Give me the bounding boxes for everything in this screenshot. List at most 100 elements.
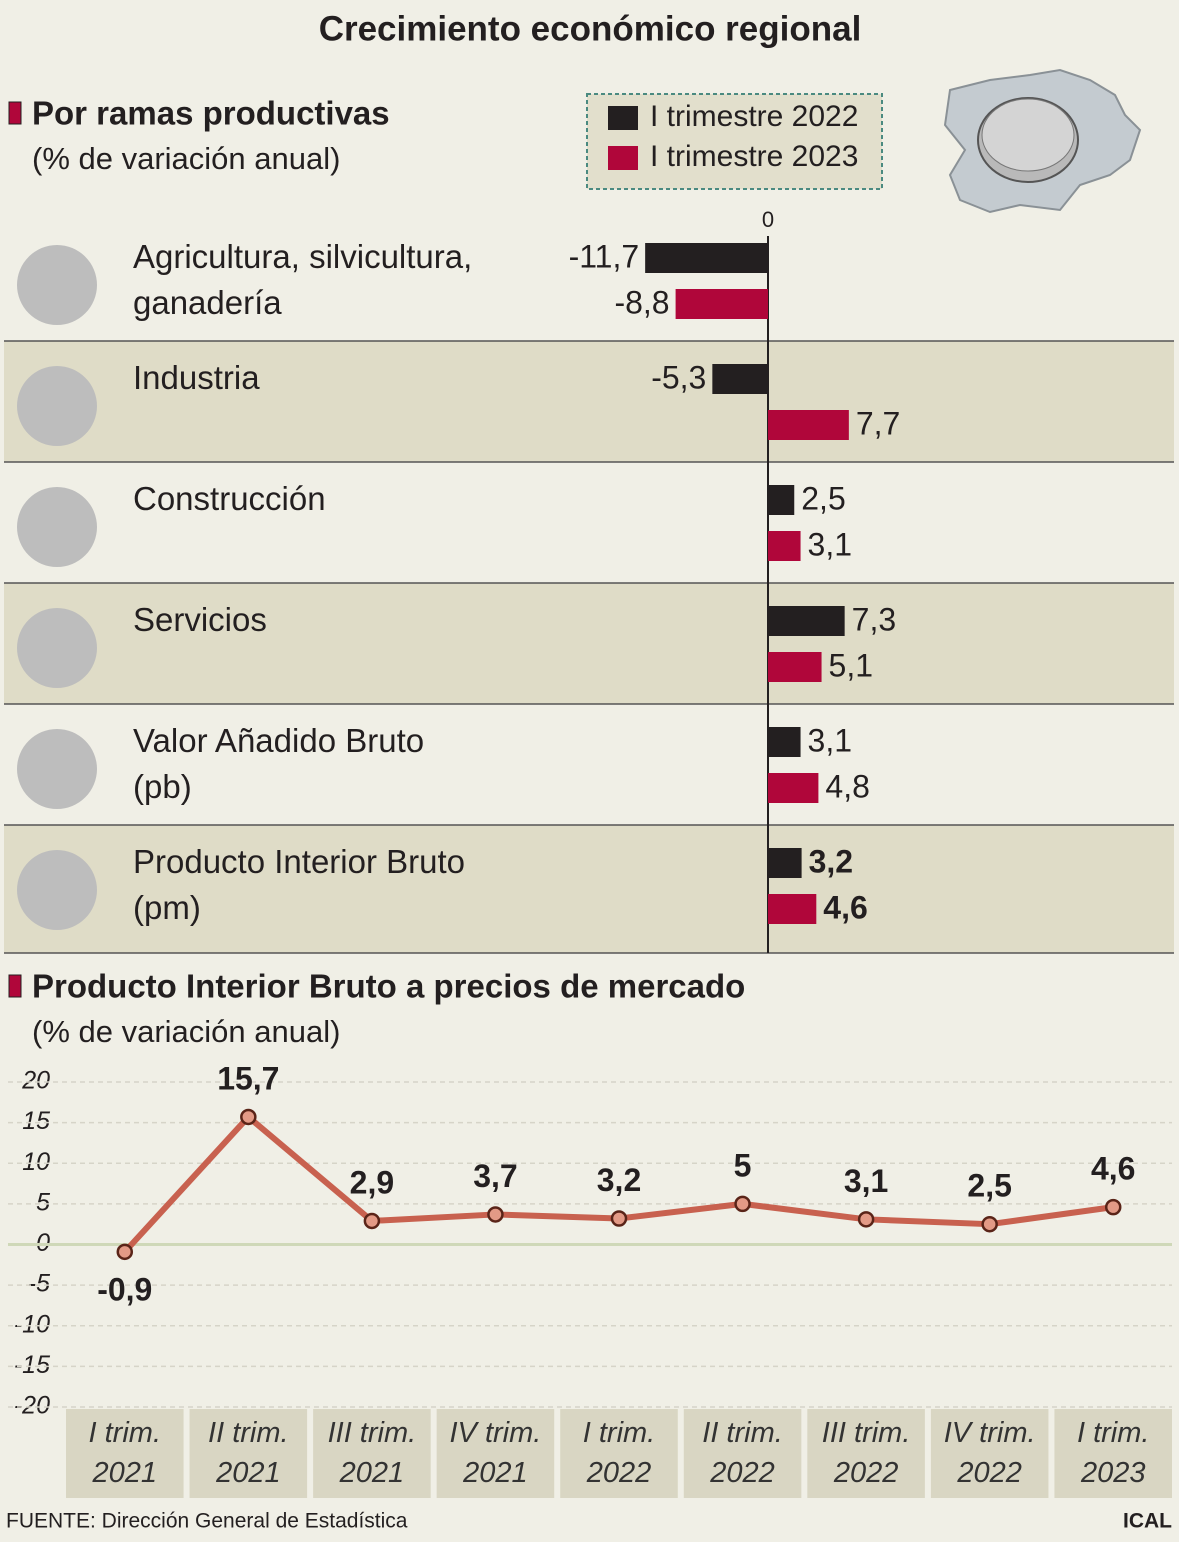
row-band <box>4 583 1174 704</box>
value-label: 2,5 <box>967 1168 1011 1204</box>
bar <box>768 531 801 561</box>
value-label: -11,7 <box>569 238 640 274</box>
legend-swatch <box>608 146 638 170</box>
bar <box>768 773 819 803</box>
value-label: 3,7 <box>473 1158 517 1194</box>
category-label: Agricultura, silvicultura, ganadería <box>133 238 473 321</box>
y-tick-label: -15 <box>14 1351 50 1379</box>
category-label: Producto Interior Bruto (pm) <box>133 843 465 926</box>
point <box>857 1211 875 1228</box>
point <box>981 1215 998 1233</box>
category-cell <box>189 1409 308 1498</box>
point <box>240 1108 257 1126</box>
value-label: 5,1 <box>829 647 873 683</box>
x-tick-label: I trim. 2023 <box>1076 1417 1150 1489</box>
value-label: 3,1 <box>808 722 852 758</box>
category-label: Construcción <box>133 480 326 517</box>
category-icon <box>17 608 97 688</box>
category-label: Servicios <box>133 601 267 638</box>
bar <box>768 652 822 682</box>
value-label: 3,1 <box>844 1163 888 1199</box>
value-label: 4,8 <box>825 768 869 804</box>
value-label: 7,7 <box>856 405 900 441</box>
bar <box>712 364 768 394</box>
category-icon <box>17 850 97 930</box>
row-band <box>4 825 1174 953</box>
point <box>487 1206 504 1223</box>
category-cell <box>1054 1409 1172 1498</box>
x-tick-label: IV trim. 2021 <box>449 1417 542 1489</box>
title: Crecimiento económico regional <box>319 9 862 48</box>
point <box>363 1212 381 1230</box>
x-tick-label: I trim. 2021 <box>88 1417 162 1489</box>
category-cell <box>313 1409 431 1498</box>
value-label: 7,3 <box>852 601 896 637</box>
map-coin-icon <box>943 68 1142 214</box>
bar <box>675 289 768 319</box>
point <box>1104 1198 1122 1216</box>
x-tick-label: II trim. 2021 <box>208 1417 289 1489</box>
point <box>610 1210 628 1227</box>
value-label: -5,3 <box>651 359 706 395</box>
source: FUENTE: Dirección General de Estadística <box>6 1510 408 1533</box>
value-label: 2,5 <box>801 480 845 516</box>
legend-swatch <box>608 106 638 130</box>
category-label: Industria <box>133 359 260 396</box>
x-tick-label: II trim. 2022 <box>702 1417 783 1489</box>
value-label: 4,6 <box>823 889 867 925</box>
value-label: 3,2 <box>809 843 853 879</box>
credit: ICAL <box>1123 1510 1172 1533</box>
category-cell <box>560 1409 678 1498</box>
y-tick-label: 5 <box>36 1188 50 1216</box>
bar <box>768 848 802 878</box>
category-cell <box>930 1409 1049 1498</box>
bar <box>768 410 849 440</box>
category-cell <box>683 1409 802 1498</box>
bar <box>768 606 845 636</box>
section-title: Por ramas productivas <box>32 95 390 132</box>
y-tick-label: 20 <box>21 1067 50 1095</box>
x-tick-label: I trim. 2022 <box>582 1417 656 1489</box>
y-tick-label: -20 <box>14 1392 50 1420</box>
category-cell <box>436 1409 555 1498</box>
section-subtitle: (% de variación anual) <box>32 1014 340 1049</box>
x-tick-label: 0 <box>762 207 774 232</box>
value-label: 5 <box>734 1147 752 1183</box>
category-cell <box>66 1409 184 1498</box>
value-label: 3,2 <box>597 1162 641 1198</box>
legend-label: I trimestre 2022 <box>650 100 858 133</box>
point <box>116 1243 134 1261</box>
row-band <box>4 341 1174 462</box>
value-label: -8,8 <box>614 284 669 320</box>
bar <box>768 894 817 924</box>
y-tick-label: -10 <box>14 1310 50 1338</box>
category-icon <box>17 729 97 809</box>
legend-label: I trimestre 2023 <box>650 140 858 173</box>
x-tick-label: III trim. 2022 <box>821 1417 911 1489</box>
value-label: 2,9 <box>350 1164 394 1200</box>
y-tick-label: -5 <box>28 1270 50 1298</box>
value-label: -0,9 <box>97 1271 152 1307</box>
x-tick-label: III trim. 2021 <box>327 1417 417 1489</box>
category-icon <box>17 487 97 567</box>
category-icon <box>17 245 97 325</box>
section-marker <box>8 101 22 125</box>
category-label: Valor Añadido Bruto (pb) <box>133 722 425 805</box>
section-subtitle: (% de variación anual) <box>32 141 340 176</box>
section-marker <box>8 974 22 998</box>
bar <box>645 243 768 273</box>
x-tick-label: IV trim. 2022 <box>943 1417 1036 1489</box>
value-label: 3,1 <box>808 526 852 562</box>
point <box>734 1195 751 1213</box>
y-tick-label: 15 <box>22 1107 50 1135</box>
category-cell <box>807 1409 925 1498</box>
value-label: 15,7 <box>217 1060 279 1096</box>
bar <box>768 727 801 757</box>
bar <box>768 485 795 515</box>
section-title: Producto Interior Bruto a precios de mer… <box>32 968 745 1005</box>
category-icon <box>17 366 97 446</box>
value-label: 4,6 <box>1091 1151 1135 1187</box>
y-tick-label: 10 <box>22 1148 50 1176</box>
